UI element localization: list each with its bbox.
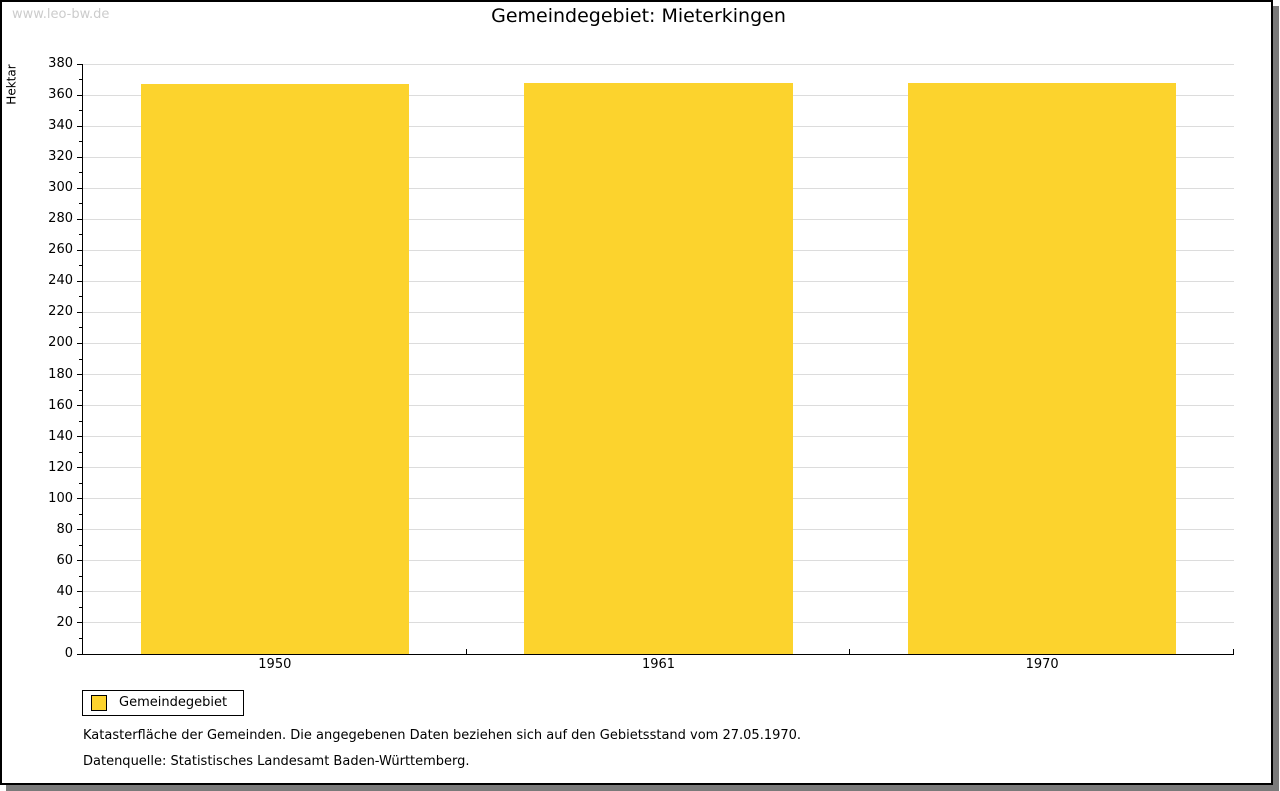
legend-swatch: [91, 695, 107, 711]
bar: [907, 82, 1177, 654]
y-axis-minor-tick: [79, 79, 82, 81]
y-axis-minor-tick: [79, 296, 82, 298]
y-axis-tick-label: 360: [48, 87, 73, 103]
y-axis-tick-label: 320: [48, 149, 73, 165]
y-axis-tick: [77, 591, 82, 593]
bar: [524, 82, 793, 654]
y-axis-tick-label: 240: [48, 273, 73, 289]
y-axis-tick: [77, 436, 82, 438]
legend-box: Gemeindegebiet: [82, 690, 245, 716]
y-axis-tick-label: 200: [48, 335, 73, 351]
y-axis-tick-label: 40: [56, 583, 73, 599]
y-axis-minor-tick: [79, 172, 82, 174]
chart-title: Gemeindegebiet: Mieterkingen: [491, 5, 786, 27]
legend-label: Gemeindegebiet: [119, 695, 228, 710]
y-axis-tick-label: 220: [48, 304, 73, 320]
y-axis-tick-label: 380: [48, 56, 73, 71]
y-axis-minor-tick: [79, 203, 82, 205]
y-axis-minor-tick: [79, 575, 82, 577]
y-axis-tick-label: 120: [48, 459, 73, 475]
y-axis-tick-label: 260: [48, 242, 73, 258]
y-axis-tick-label: 300: [48, 180, 73, 196]
y-axis-tick: [77, 529, 82, 531]
y-axis-tick-label: 0: [64, 646, 73, 661]
y-axis-tick: [77, 374, 82, 376]
y-axis-tick: [77, 63, 82, 65]
y-axis-minor-tick: [79, 420, 82, 422]
y-axis-tick-label: 60: [56, 552, 73, 568]
y-axis-tick: [77, 467, 82, 469]
y-axis-minor-tick: [79, 606, 82, 608]
footnote-line-2: Datenquelle: Statistisches Landesamt Bad…: [83, 754, 470, 769]
y-axis-tick-label: 340: [48, 118, 73, 134]
y-axis-minor-tick: [79, 110, 82, 112]
y-axis-tick: [77, 653, 82, 655]
y-axis-tick-label: 20: [56, 614, 73, 630]
y-axis-tick-label: 80: [56, 521, 73, 537]
y-axis-minor-tick: [79, 544, 82, 546]
y-axis-minor-tick: [79, 265, 82, 267]
y-axis-tick: [77, 405, 82, 407]
y-axis-tick: [77, 280, 82, 282]
x-axis-label: 1970: [1025, 657, 1059, 672]
y-axis-minor-tick: [79, 513, 82, 515]
y-axis-tick: [77, 622, 82, 624]
y-axis-tick-label: 100: [48, 490, 73, 506]
x-axis-boundary-tick: [849, 649, 850, 654]
bar: [140, 84, 410, 654]
y-axis-minor-tick: [79, 451, 82, 453]
y-axis-tick-label: 280: [48, 211, 73, 227]
y-axis-tick: [77, 125, 82, 127]
y-axis-minor-tick: [79, 234, 82, 236]
y-axis-tick: [77, 187, 82, 189]
x-axis-label: 1950: [258, 657, 292, 672]
y-axis-minor-tick: [79, 141, 82, 143]
y-axis-tick: [77, 560, 82, 562]
footnote-line-1: Katasterfläche der Gemeinden. Die angege…: [83, 728, 802, 743]
x-axis-boundary-tick: [1233, 649, 1234, 654]
y-axis-tick: [77, 342, 82, 344]
x-axis-boundary-tick: [466, 649, 467, 654]
y-axis-tick: [77, 498, 82, 500]
y-axis-tick: [77, 249, 82, 251]
y-axis-minor-tick: [79, 358, 82, 360]
gridline: [83, 63, 1234, 65]
x-axis-label: 1961: [641, 657, 676, 672]
y-axis-minor-tick: [79, 637, 82, 639]
plot-area: 0 20 40 60 80 100 120 140 160 180 200 220 240 260 280 3…: [48, 56, 1234, 672]
y-axis-tick: [77, 156, 82, 158]
y-axis-tick: [77, 94, 82, 96]
y-axis-minor-tick: [79, 482, 82, 484]
y-axis-minor-tick: [79, 327, 82, 329]
y-axis-tick: [77, 218, 82, 220]
y-axis-minor-tick: [79, 389, 82, 391]
y-axis-tick-label: 180: [48, 366, 73, 382]
y-axis-tick-label: 140: [48, 428, 73, 444]
watermark: www.leo-bw.de: [12, 7, 110, 22]
y-axis-tick-label: 160: [48, 397, 73, 413]
y-axis-tick: [77, 311, 82, 313]
